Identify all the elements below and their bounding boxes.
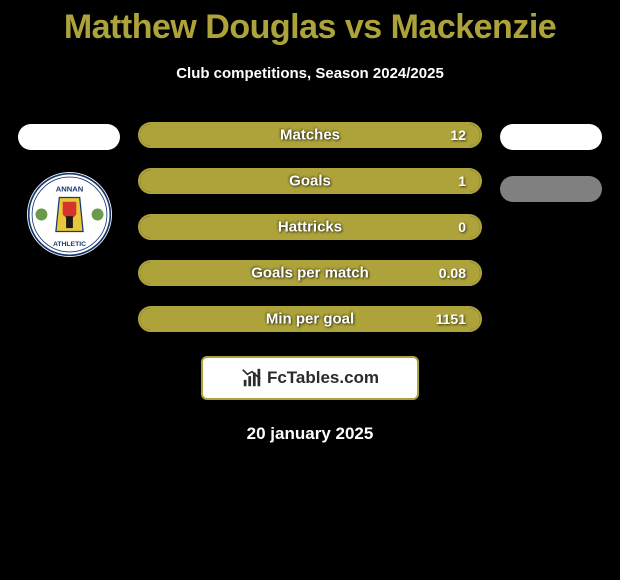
- bar-value: 12: [450, 127, 466, 143]
- date-line: 20 january 2025: [0, 424, 620, 444]
- stat-bar-matches: Matches 12: [138, 122, 482, 148]
- bar-chart-icon: [241, 367, 263, 389]
- stat-bar-hattricks: Hattricks 0: [138, 214, 482, 240]
- bar-value: 0.08: [439, 265, 466, 281]
- player1-pill: [18, 124, 120, 150]
- stat-bar-goals-per-match: Goals per match 0.08: [138, 260, 482, 286]
- bar-label: Matches: [280, 127, 340, 144]
- page-title: Matthew Douglas vs Mackenzie: [0, 8, 620, 47]
- right-column: [500, 122, 602, 202]
- svg-text:ATHLETIC: ATHLETIC: [52, 241, 85, 248]
- logo-text: FcTables.com: [267, 368, 379, 388]
- source-logo: FcTables.com: [201, 356, 419, 400]
- stat-bar-goals: Goals 1: [138, 168, 482, 194]
- subtitle: Club competitions, Season 2024/2025: [0, 65, 620, 82]
- player2-pill-secondary: [500, 176, 602, 202]
- bar-label: Hattricks: [278, 219, 342, 236]
- main-container: Matthew Douglas vs Mackenzie Club compet…: [0, 0, 620, 444]
- annan-athletic-crest-icon: ANNAN ATHLETIC: [27, 172, 112, 257]
- bar-value: 1151: [436, 311, 466, 327]
- club-badge-annan: ANNAN ATHLETIC: [27, 172, 112, 257]
- bar-label: Min per goal: [266, 311, 354, 328]
- stats-area: ANNAN ATHLETIC Matches 12 Goals 1: [0, 122, 620, 332]
- bar-label: Goals: [289, 173, 331, 190]
- stat-bars: Matches 12 Goals 1 Hattricks 0 Goals per…: [138, 122, 482, 332]
- left-column: ANNAN ATHLETIC: [18, 122, 120, 257]
- player2-pill: [500, 124, 602, 150]
- bar-label: Goals per match: [251, 265, 369, 282]
- stat-bar-min-per-goal: Min per goal 1151: [138, 306, 482, 332]
- bar-value: 0: [458, 219, 466, 235]
- bar-value: 1: [458, 173, 466, 189]
- svg-text:ANNAN: ANNAN: [55, 185, 83, 194]
